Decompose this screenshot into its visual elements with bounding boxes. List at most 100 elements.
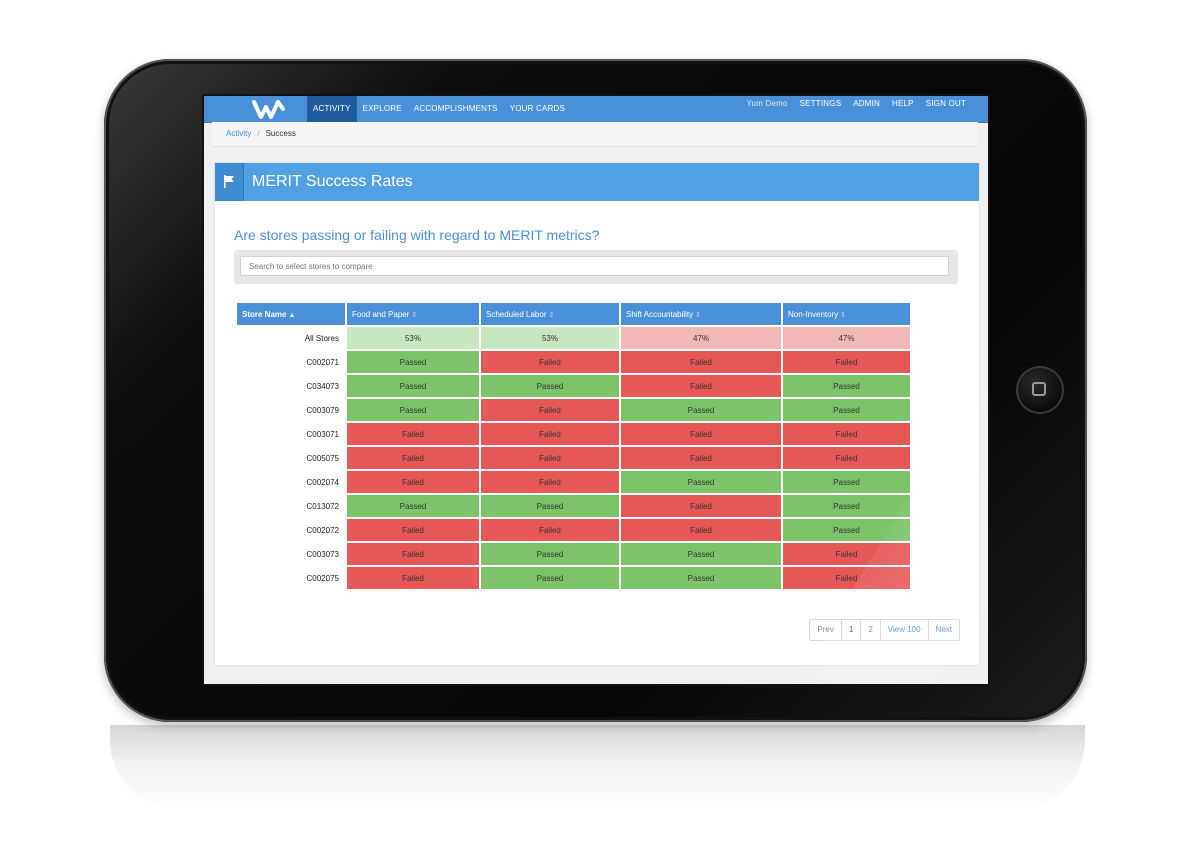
user-nav: Yum Demo SETTINGS ADMIN HELP SIGN OUT [740,96,972,114]
col-header-shift-accountability[interactable]: Shift Accountability ⇕ [621,303,781,325]
nav-explore[interactable]: EXPLORE [362,104,402,113]
nav-accomplishments[interactable]: ACCOMPLISHMENTS [413,104,498,113]
result-cell: Passed [783,519,910,541]
breadcrumb-separator: / [257,129,260,138]
store-id-cell[interactable]: C002074 [306,477,339,487]
col-header-food-and-paper[interactable]: Food and Paper ⇕ [347,303,479,325]
result-cell: Failed [347,519,479,541]
main-nav: ACTIVITY EXPLORE ACCOMPLISHMENTS YOUR CA… [307,96,571,122]
col-header-scheduled-labor[interactable]: Scheduled Labor ⇕ [481,303,619,325]
summary-cell: 53% [347,327,479,349]
result-cell: Failed [621,351,781,373]
nav-help[interactable]: HELP [892,99,914,108]
sort-icon: ⇕ [411,311,418,319]
result-cell: Failed [347,543,479,565]
result-cell: Failed [481,399,619,421]
result-cell: Passed [481,375,619,397]
result-cell: Failed [481,351,619,373]
store-id-cell[interactable]: C002071 [306,357,339,367]
store-id-cell[interactable]: C002072 [306,525,339,535]
section-question: Are stores passing or failing with regar… [234,227,600,243]
nav-settings[interactable]: SETTINGS [799,99,842,108]
store-id-cell[interactable]: C005075 [306,453,339,463]
tablet-screen: ACTIVITY EXPLORE ACCOMPLISHMENTS YOUR CA… [204,96,988,684]
result-cell: Passed [347,351,479,373]
home-button[interactable] [1016,366,1064,414]
table-row: C002072 Failed Failed Failed Passed [237,519,910,541]
result-cell: Passed [481,543,619,565]
store-id-cell[interactable]: C003071 [306,429,339,439]
nav-activity[interactable]: ACTIVITY [307,96,357,122]
page-2-button[interactable]: 2 [860,620,879,640]
result-cell: Passed [621,399,781,421]
result-cell: Passed [621,543,781,565]
merit-table: Store Name ▲ Food and Paper ⇕ Scheduled La… [235,301,912,591]
result-cell: Passed [347,375,479,397]
col-header-store-name[interactable]: Store Name ▲ [237,303,345,325]
result-cell: Passed [783,375,910,397]
store-id-cell[interactable]: C003073 [306,549,339,559]
result-cell: Failed [621,375,781,397]
result-cell: Failed [347,471,479,493]
store-id-cell[interactable]: C034073 [306,381,339,391]
result-cell: Failed [481,423,619,445]
panel-header: MERIT Success Rates [215,163,979,201]
header-label: Non-Inventory [788,309,839,319]
result-cell: Failed [621,423,781,445]
header-label: Scheduled Labor [486,309,547,319]
result-cell: Passed [621,471,781,493]
sort-icon: ⇕ [548,311,555,319]
header-label: Food and Paper [352,309,410,319]
header-label: Store Name [242,309,287,319]
summary-store-name: All Stores [304,333,339,343]
breadcrumb: Activity / Success [212,122,978,147]
result-cell: Passed [783,399,910,421]
breadcrumb-activity-link[interactable]: Activity [226,129,252,138]
store-id-cell[interactable]: C002075 [306,573,339,583]
result-cell: Failed [621,519,781,541]
result-cell: Failed [783,423,910,445]
summary-cell: 47% [783,327,910,349]
page-1-button[interactable]: 1 [840,620,860,640]
result-cell: Passed [621,567,781,589]
result-cell: Passed [347,399,479,421]
view-100-button[interactable]: View 100 [879,620,928,640]
nav-sign-out[interactable]: SIGN OUT [925,99,966,108]
result-cell: Failed [481,471,619,493]
summary-row: All Stores 53% 53% 47% 47% [237,327,910,349]
table-row: C002075 Failed Passed Passed Failed [237,567,910,589]
breadcrumb-current: Success [265,129,296,138]
header-label: Shift Accountability [626,309,694,319]
result-cell: Failed [347,567,479,589]
result-cell: Passed [783,471,910,493]
table-row: C005075 Failed Failed Failed Failed [237,447,910,469]
flag-icon [224,175,234,188]
table-row: C013072 Passed Passed Failed Passed [237,495,910,517]
w-logo[interactable] [252,99,286,119]
user-name[interactable]: Yum Demo [746,99,788,108]
result-cell: Failed [481,447,619,469]
table-row: C034073 Passed Passed Failed Passed [237,375,910,397]
panel-icon-box [215,163,244,201]
result-cell: Failed [621,447,781,469]
tablet-reflection [110,725,1085,810]
result-cell: Failed [783,567,910,589]
result-cell: Failed [783,447,910,469]
page-title: MERIT Success Rates [252,173,413,190]
nav-your-cards[interactable]: YOUR CARDS [509,104,566,113]
summary-cell: 47% [621,327,781,349]
result-cell: Passed [347,495,479,517]
search-well [234,250,958,284]
top-navbar: ACTIVITY EXPLORE ACCOMPLISHMENTS YOUR CA… [204,96,988,123]
next-page-button[interactable]: Next [927,620,959,640]
col-header-non-inventory[interactable]: Non-Inventory ⇕ [783,303,910,325]
nav-admin[interactable]: ADMIN [853,99,881,108]
store-id-cell[interactable]: C003079 [306,405,339,415]
prev-page-button[interactable]: Prev [817,625,834,634]
home-square-icon [1032,382,1046,396]
result-cell: Failed [621,495,781,517]
summary-cell: 53% [481,327,619,349]
store-search-input[interactable] [240,256,949,276]
table-row: C003071 Failed Failed Failed Failed [237,423,910,445]
store-id-cell[interactable]: C013072 [306,501,339,511]
